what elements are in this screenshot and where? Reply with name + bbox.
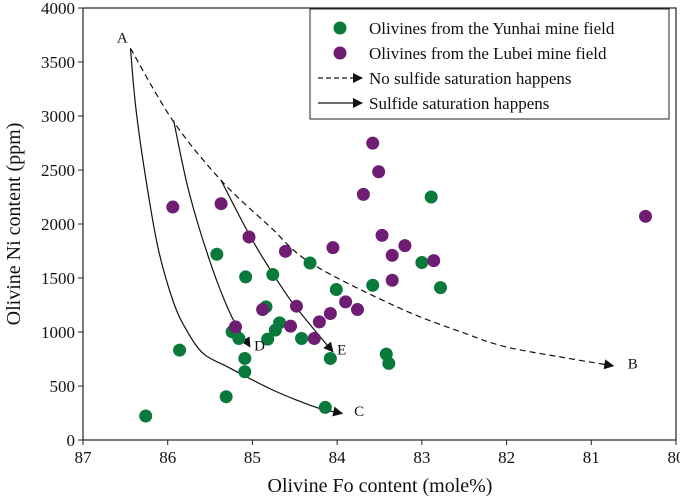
y-tick-label: 3000: [41, 107, 75, 126]
yunhai-point: [220, 390, 233, 403]
legend-dot-icon: [334, 22, 347, 35]
x-tick-label: 81: [583, 448, 600, 467]
y-tick-label: 1000: [41, 323, 75, 342]
x-tick-label: 87: [75, 448, 93, 467]
point-label-e: E: [337, 343, 346, 359]
yunhai-point: [239, 270, 252, 283]
yunhai-point: [366, 279, 379, 292]
y-tick-label: 3500: [41, 53, 75, 72]
yunhai-point: [382, 357, 395, 370]
lubei-point: [386, 274, 399, 287]
x-tick-label: 85: [244, 448, 261, 467]
y-tick-label: 500: [50, 377, 76, 396]
lubei-point: [290, 300, 303, 313]
yunhai-point: [232, 332, 245, 345]
legend-label: Olivines from the Yunhai mine field: [369, 19, 615, 38]
y-tick-label: 1500: [41, 269, 75, 288]
lubei-point: [326, 241, 339, 254]
yunhai-point: [273, 316, 286, 329]
lubei-point: [313, 315, 326, 328]
yunhai-point: [434, 281, 447, 294]
lubei-point: [229, 320, 242, 333]
yunhai-point: [324, 352, 337, 365]
lubei-point: [243, 230, 256, 243]
lubei-point: [386, 249, 399, 262]
lubei-point: [351, 303, 364, 316]
legend-dot-icon: [334, 47, 347, 60]
trend-line-a-d: [174, 121, 250, 347]
legend: Olivines from the Yunhai mine field Olivi…: [310, 9, 669, 119]
lubei-point: [279, 245, 292, 258]
point-label-d: D: [254, 338, 265, 354]
yunhai-point: [425, 191, 438, 204]
y-tick-label: 2500: [41, 161, 75, 180]
yunhai-point: [319, 401, 332, 414]
x-tick-label: 82: [498, 448, 515, 467]
point-label-c: C: [354, 404, 364, 420]
lubei-point: [366, 137, 379, 150]
point-label-a: A: [117, 31, 128, 47]
lubei-point: [372, 165, 385, 178]
yunhai-point: [210, 248, 223, 261]
legend-label: No sulfide saturation happens: [369, 69, 572, 88]
yunhai-point: [238, 352, 251, 365]
yunhai-point: [139, 410, 152, 423]
lubei-point: [357, 188, 370, 201]
lubei-point: [339, 295, 352, 308]
lubei-point: [427, 254, 440, 267]
lubei-point: [376, 229, 389, 242]
lubei-point: [398, 239, 411, 252]
lubei-point: [639, 210, 652, 223]
point-label-b: B: [628, 357, 638, 373]
legend-label: Sulfide saturation happens: [369, 94, 549, 113]
lubei-point: [256, 303, 269, 316]
yunhai-point: [304, 256, 317, 269]
lubei-point: [324, 307, 337, 320]
yunhai-point: [173, 344, 186, 357]
lubei-point: [166, 201, 179, 214]
yunhai-point: [330, 283, 343, 296]
x-axis-title: Olivine Fo content (mole%): [268, 475, 493, 497]
x-tick-label: 86: [159, 448, 176, 467]
x-tick-label: 83: [413, 448, 430, 467]
y-axis-title: Olivine Ni content (ppm): [3, 123, 25, 326]
y-tick-label: 4000: [41, 0, 75, 18]
yunhai-point: [238, 365, 251, 378]
lubei-point: [308, 332, 321, 345]
legend-label: Olivines from the Lubei mine field: [369, 44, 607, 63]
lubei-point: [284, 320, 297, 333]
y-tick-label: 2000: [41, 215, 75, 234]
yunhai-point: [266, 268, 279, 281]
yunhai-point: [295, 332, 308, 345]
yunhai-point: [415, 256, 428, 269]
x-tick-label: 80: [668, 448, 680, 467]
lubei-point: [215, 197, 228, 210]
x-tick-label: 84: [329, 448, 347, 467]
y-tick-label: 0: [67, 431, 76, 450]
